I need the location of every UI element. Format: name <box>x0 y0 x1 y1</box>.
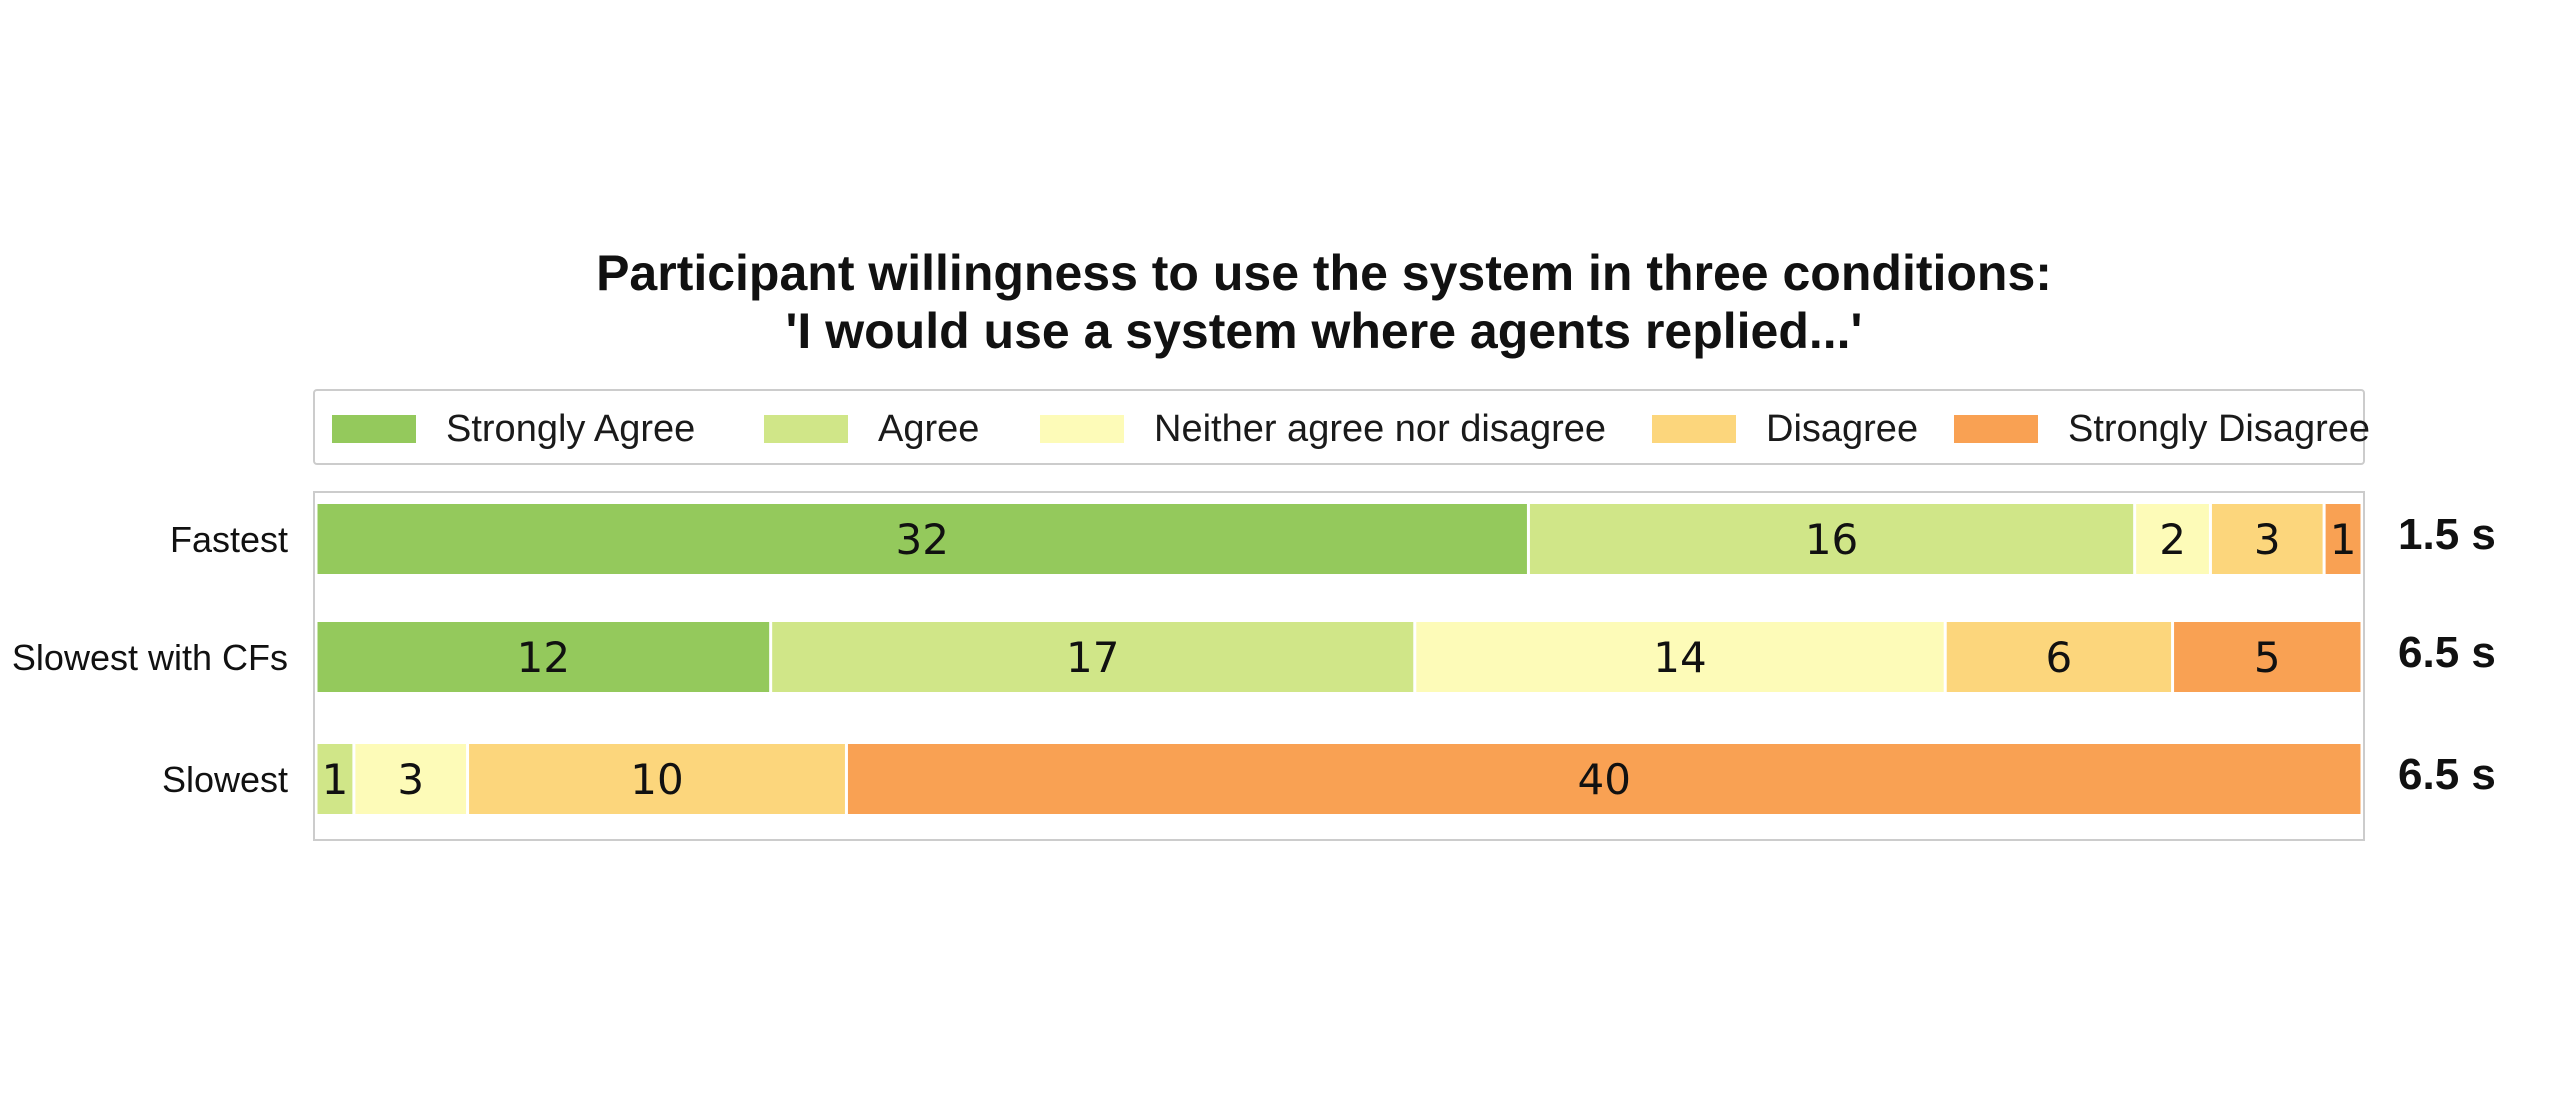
category-label-fastest: Fastest <box>170 519 288 560</box>
bar-value-label: 14 <box>1653 633 1706 682</box>
bar-slowest-with-cfs-strongly-agree <box>317 622 770 692</box>
bar-value-label: 2 <box>2159 515 2186 564</box>
legend-swatch-agree <box>764 415 848 443</box>
bars: 32 16 2 3 112 17 14 6 51 3 10 40 <box>317 504 2361 814</box>
legend-label-strongly-agree: Strongly Agree <box>446 408 695 450</box>
legend-label-strongly-disagree: Strongly Disagree <box>2068 408 2370 450</box>
category-label-slowest: Slowest <box>162 759 288 800</box>
bar-value-label: 40 <box>1577 755 1630 804</box>
bar-slowest-with-cfs-agree <box>772 622 1414 692</box>
legend-frame <box>313 389 2365 465</box>
bar-value-label: 6 <box>2046 633 2073 682</box>
legend-label-neither-agree-nor-disagree: Neither agree nor disagree <box>1154 408 1606 450</box>
bar-fastest-strongly-disagree <box>2325 504 2361 574</box>
bar-value-label: 1 <box>322 755 349 804</box>
chart-title-line-2: 'I would use a system where agents repli… <box>786 303 1863 359</box>
bar-value-label: 5 <box>2254 633 2281 682</box>
bar-fastest-neither-agree-nor-disagree <box>2136 504 2209 574</box>
bar-value-label: 1 <box>2330 515 2357 564</box>
bar-value-label: 10 <box>630 755 683 804</box>
time-label: 6.5 s <box>2398 628 2496 677</box>
chart-title-line-1: Participant willingness to use the syste… <box>596 245 2052 301</box>
chart-title: Participant willingness to use the syste… <box>596 245 2052 359</box>
bar-slowest-disagree <box>469 744 845 814</box>
bar-slowest-with-cfs-disagree <box>1946 622 2172 692</box>
bar-value-label: 17 <box>1066 633 1119 682</box>
legend-swatch-disagree <box>1652 415 1736 443</box>
bar-slowest-neither-agree-nor-disagree <box>355 744 467 814</box>
category-labels: Fastest Slowest with CFs Slowest <box>12 519 288 800</box>
bar-value-label: 16 <box>1805 515 1858 564</box>
time-label: 6.5 s <box>2398 750 2496 799</box>
legend-swatch-neither-agree-nor-disagree <box>1040 415 1124 443</box>
bar-slowest-agree <box>317 744 353 814</box>
time-label: 1.5 s <box>2398 510 2496 559</box>
legend: Strongly Agree Agree Neither agree nor dis… <box>332 408 2370 450</box>
legend-label-agree: Agree <box>878 408 979 450</box>
bar-slowest-strongly-disagree <box>847 744 2361 814</box>
bar-fastest-agree <box>1529 504 2134 574</box>
legend-swatch-strongly-disagree <box>1954 415 2038 443</box>
time-labels: 1.5 s 6.5 s 6.5 s <box>2398 510 2496 799</box>
bar-value-label: 3 <box>2254 515 2281 564</box>
bar-value-label: 32 <box>895 515 948 564</box>
category-label-slowest-with-cfs: Slowest with CFs <box>12 637 288 678</box>
legend-label-disagree: Disagree <box>1766 408 1918 450</box>
bar-value-label: 3 <box>397 755 424 804</box>
bar-fastest-strongly-agree <box>317 504 1527 574</box>
bar-value-label: 12 <box>517 633 570 682</box>
bar-slowest-with-cfs-neither-agree-nor-disagree <box>1416 622 1944 692</box>
bar-fastest-disagree <box>2211 504 2323 574</box>
legend-swatch-strongly-agree <box>332 415 416 443</box>
bar-slowest-with-cfs-strongly-disagree <box>2174 622 2361 692</box>
